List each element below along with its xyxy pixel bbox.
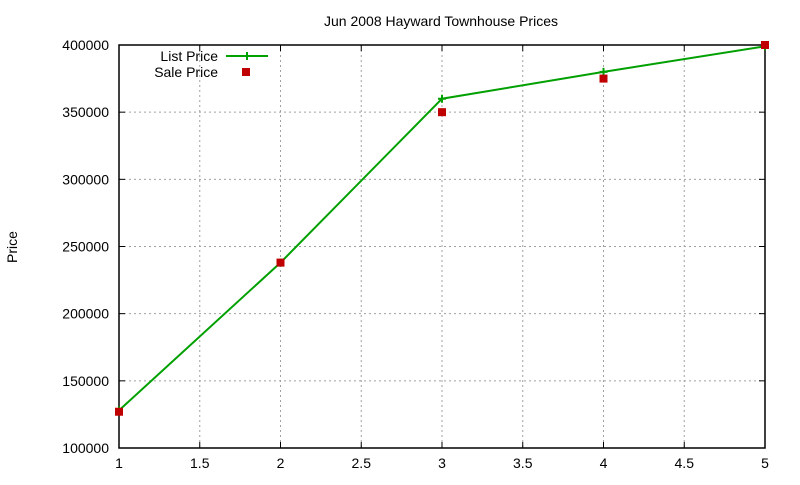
square-marker-icon <box>761 41 769 49</box>
plot-border <box>118 44 766 449</box>
axis-ticks: 1 1.5 2 2.5 3 3.5 4 4.5 5 100000 150000 200000 25000… <box>62 37 769 471</box>
y-tick-label: 350000 <box>62 104 109 120</box>
x-tick-label: 4.5 <box>675 455 695 471</box>
y-tick-label: 300000 <box>62 171 109 187</box>
chart-title: Jun 2008 Hayward Townhouse Prices <box>324 13 558 29</box>
square-marker-icon <box>242 68 250 76</box>
square-marker-icon <box>599 74 608 83</box>
legend-label: Sale Price <box>154 64 218 80</box>
square-marker-icon <box>438 108 446 117</box>
y-tick-label: 200000 <box>62 306 109 322</box>
y-tick-label: 250000 <box>62 239 109 255</box>
y-tick-label: 400000 <box>62 37 109 53</box>
data-series <box>115 41 769 416</box>
x-tick-label: 3.5 <box>513 455 533 471</box>
plus-marker-icon <box>243 52 251 60</box>
x-tick-label: 1 <box>115 455 123 471</box>
plus-marker-icon <box>438 94 446 103</box>
square-marker-icon <box>276 258 285 267</box>
plus-marker-icon <box>599 67 608 76</box>
x-tick-label: 2.5 <box>352 455 372 471</box>
x-tick-label: 2 <box>277 455 285 471</box>
x-tick-label: 3 <box>438 455 446 471</box>
square-marker-icon <box>115 407 123 416</box>
x-tick-label: 5 <box>761 455 769 471</box>
y-axis-label: Price <box>4 231 20 263</box>
y-tick-label: 150000 <box>62 373 109 389</box>
grid-lines <box>118 44 766 449</box>
x-tick-label: 4 <box>600 455 608 471</box>
y-tick-label: 100000 <box>62 440 109 456</box>
legend-label: List Price <box>160 48 218 64</box>
x-tick-label: 1.5 <box>190 455 210 471</box>
